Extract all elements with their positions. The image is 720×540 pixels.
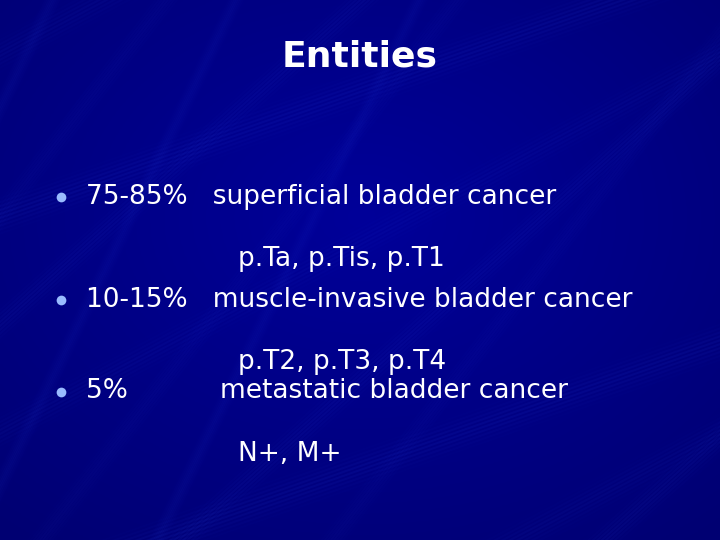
Text: N+, M+: N+, M+	[238, 441, 341, 467]
Text: p.T2, p.T3, p.T4: p.T2, p.T3, p.T4	[238, 349, 446, 375]
Text: p.Ta, p.Tis, p.T1: p.Ta, p.Tis, p.T1	[238, 246, 444, 272]
Text: Entities: Entities	[282, 40, 438, 73]
Text: 75-85%   superficial bladder cancer: 75-85% superficial bladder cancer	[86, 184, 557, 210]
Text: 5%           metastatic bladder cancer: 5% metastatic bladder cancer	[86, 379, 568, 404]
Text: 10-15%   muscle-invasive bladder cancer: 10-15% muscle-invasive bladder cancer	[86, 287, 633, 313]
